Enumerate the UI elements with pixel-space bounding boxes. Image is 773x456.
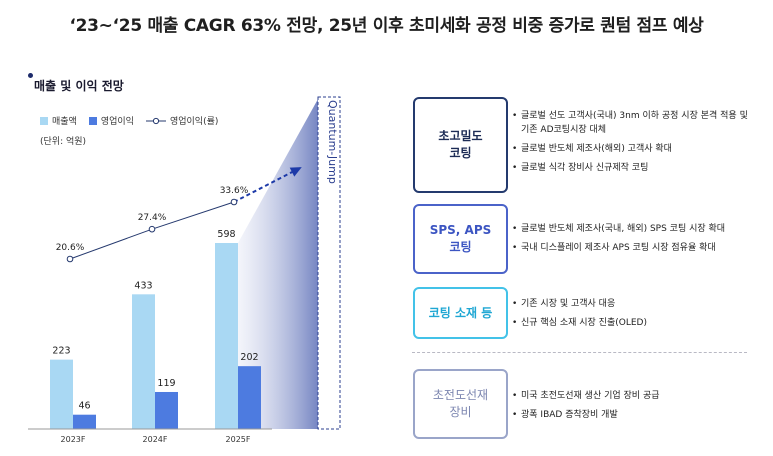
bar-label-revenue: 598 [217,229,235,240]
x-tick-label: 2023F [61,435,86,444]
page-title: ‘23~‘25 매출 CAGR 63% 전망, 25년 이후 초미세화 공정 비… [69,16,704,36]
category-box-sps-aps-coating: SPS, APS 코팅 [413,204,508,274]
category-label: SPS, APS 코팅 [429,223,492,254]
bullet-item: 기존 시장 및 고객사 대응 [512,297,752,311]
category-box-ultra-dense-coating: 초고밀도 코팅 [413,97,508,193]
bar-label-op-income: 46 [78,401,90,412]
legend-swatch-op-income [88,116,97,125]
category-label: 초전도선재 장비 [432,388,489,419]
bullet-item: 광폭 IBAD 증착장비 개발 [512,408,752,422]
unit-label: (단위: 억원) [40,137,87,147]
quantum-jump-box [317,96,341,430]
bar-op-income [155,391,178,429]
legend-item-revenue: 매출액 [40,114,77,127]
bullet-item: 글로벌 식각 장비사 신규제작 코팅 [512,161,752,175]
bullet-item: 글로벌 반도체 제조사(해외) 고객사 확대 [512,142,752,156]
bullet-list-coating-materials: 기존 시장 및 고객사 대응 신규 핵심 소재 시장 진출(OLED) [512,297,752,330]
bullet-list-superconductor-equipment: 미국 초전도선재 생산 기업 장비 공급 광폭 IBAD 증착장비 개발 [512,389,752,422]
legend-item-op-income: 영업이익 [88,114,134,127]
line-point-op-margin [66,255,74,263]
line-point-op-margin [230,198,238,206]
trend-arrow-line [233,167,301,203]
legend-label-op-margin: 영업이익(률) [169,117,219,127]
bar-revenue [132,294,155,429]
section-divider [412,352,747,353]
bullet-item: 신규 핵심 소재 시장 진출(OLED) [512,316,752,330]
line-label-op-margin: 33.6% [220,186,249,196]
bullet-item: 글로벌 선도 고객사(국내) 3nm 이하 공정 시장 본격 적용 및 기존 A… [512,109,752,137]
trend-arrowhead-icon [289,167,302,177]
bar-label-op-income: 119 [157,378,175,389]
line-label-op-margin: 20.6% [56,243,85,253]
legend-swatch-revenue [40,116,48,125]
category-label: 초고밀도 코팅 [438,129,483,160]
quantum-jump-wedge [238,99,318,429]
bar-revenue [50,359,73,429]
quantum-jump-label: Quantum-Jump [326,100,339,184]
line-label-op-margin: 27.4% [138,213,167,223]
bar-label-op-income: 202 [240,352,258,363]
bullet-item: 글로벌 반도체 제조사(국내, 해외) SPS 코팅 시장 확대 [512,222,752,236]
bar-op-income [238,366,261,429]
legend-label-op-income: 영업이익 [100,117,134,127]
category-label: 코팅 소재 등 [428,305,493,320]
legend-line-marker-icon [145,117,166,124]
legend-label-revenue: 매출액 [52,117,77,127]
category-box-coating-materials: 코팅 소재 등 [413,287,508,339]
chart-legend: 매출액 영업이익 영업이익(률) [40,114,218,127]
revenue-profit-chart: Quantum-Jump 223 433 598 46 119 202 20.6% 27.4… [28,96,341,444]
bullet-list-sps-aps-coating: 글로벌 반도체 제조사(국내, 해외) SPS 코팅 시장 확대 국내 디스플레… [512,222,752,255]
bullet-item: 국내 디스플레이 제조사 APS 코팅 시장 점유율 확대 [512,241,752,255]
bar-label-revenue: 433 [134,280,152,291]
category-box-superconductor-equipment: 초전도선재 장비 [413,369,508,439]
section-title: 매출 및 이익 전망 [34,79,124,93]
bullet-list-ultra-dense-coating: 글로벌 선도 고객사(국내) 3nm 이하 공정 시장 본격 적용 및 기존 A… [512,109,752,175]
bar-label-revenue: 223 [52,346,70,357]
bar-op-income [73,414,96,429]
bullet-item: 미국 초전도선재 생산 기업 장비 공급 [512,389,752,403]
bar-revenue [215,243,238,429]
x-tick-label: 2024F [143,435,168,444]
section-bullet-dot [28,73,33,78]
x-tick-label: 2025F [226,435,251,444]
line-point-op-margin [148,225,156,233]
legend-item-op-margin: 영업이익(률) [145,114,219,127]
